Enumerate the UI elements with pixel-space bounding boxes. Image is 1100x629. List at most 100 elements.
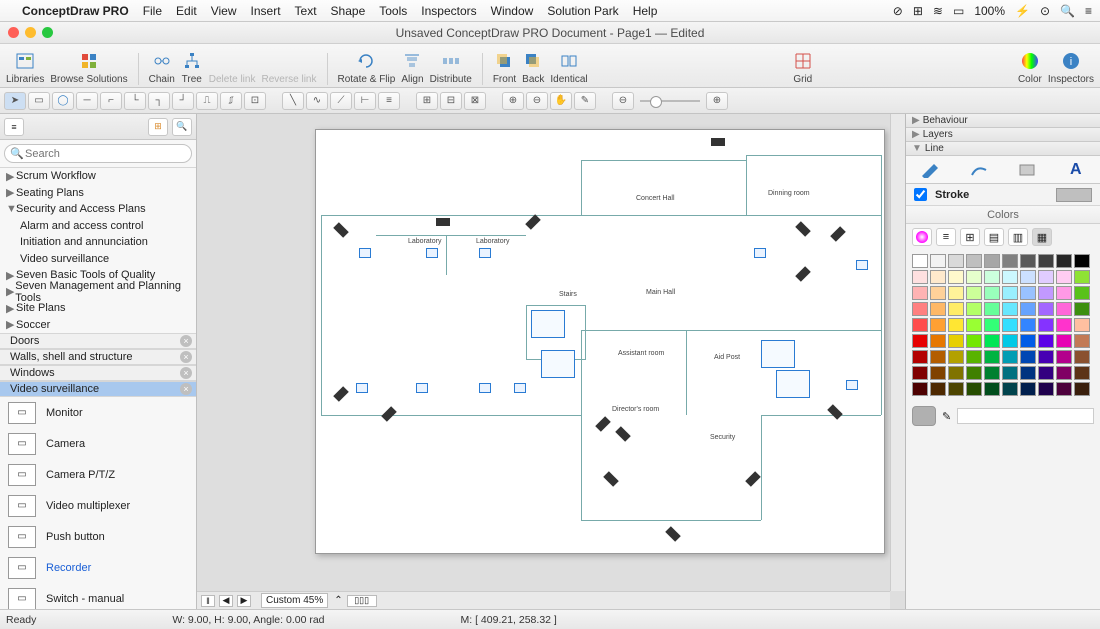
- color-swatch[interactable]: [1038, 270, 1054, 284]
- stroke-checkbox[interactable]: [914, 188, 927, 201]
- color-swatch[interactable]: [1074, 334, 1090, 348]
- sb-view-list[interactable]: ≡: [4, 118, 24, 136]
- color-swatch[interactable]: [1002, 382, 1018, 396]
- color-swatch[interactable]: [1020, 318, 1036, 332]
- color-swatch[interactable]: [1056, 366, 1072, 380]
- color-swatch[interactable]: [948, 254, 964, 268]
- vscrollbar[interactable]: [890, 114, 905, 591]
- library-header[interactable]: Windows×: [0, 365, 196, 381]
- monitor-shape[interactable]: [754, 248, 766, 258]
- color-swatch[interactable]: [984, 254, 1000, 268]
- menu-shape[interactable]: Shape: [331, 4, 366, 18]
- camera-shape[interactable]: [830, 226, 846, 242]
- color-swatch[interactable]: [1038, 366, 1054, 380]
- tree-sub-item[interactable]: Video surveillance: [0, 251, 196, 268]
- color-swatch[interactable]: [1002, 270, 1018, 284]
- color-swatch[interactable]: [966, 366, 982, 380]
- camera-shape[interactable]: [603, 471, 619, 487]
- color-swatch[interactable]: [1074, 286, 1090, 300]
- wall[interactable]: [321, 215, 322, 415]
- color-swatch[interactable]: [930, 270, 946, 284]
- tool-group3[interactable]: ⊠: [464, 92, 486, 110]
- menu-extra-icon[interactable]: ≡: [1085, 4, 1092, 18]
- library-header[interactable]: Walls, shell and structure×: [0, 349, 196, 365]
- color-swatch[interactable]: [1074, 382, 1090, 396]
- color-tab-wheel[interactable]: [912, 228, 932, 246]
- color-swatch[interactable]: [1056, 286, 1072, 300]
- tool-chain[interactable]: Chain: [149, 50, 175, 85]
- color-swatch[interactable]: [948, 350, 964, 364]
- monitor-shape[interactable]: [416, 383, 428, 393]
- camera-shape[interactable]: [525, 214, 541, 230]
- tool-zoom-in[interactable]: ⊕: [502, 92, 524, 110]
- color-swatch[interactable]: [1056, 254, 1072, 268]
- color-swatch[interactable]: [930, 382, 946, 396]
- color-swatch[interactable]: [1056, 302, 1072, 316]
- zoom-out-slider[interactable]: ⊖: [612, 92, 634, 110]
- camera-shape[interactable]: [795, 221, 811, 237]
- recorder-shape[interactable]: [541, 350, 575, 378]
- section-layers[interactable]: ▶Layers: [906, 128, 1100, 142]
- minimize-window[interactable]: [25, 27, 36, 38]
- color-swatch[interactable]: [948, 334, 964, 348]
- color-swatch[interactable]: [948, 318, 964, 332]
- color-swatch[interactable]: [966, 270, 982, 284]
- camera-shape[interactable]: [595, 416, 611, 432]
- shape-item[interactable]: ▭Push button: [0, 521, 196, 552]
- color-swatch[interactable]: [912, 302, 928, 316]
- tool-group2[interactable]: ⊟: [440, 92, 462, 110]
- color-swatch[interactable]: [930, 318, 946, 332]
- color-swatch[interactable]: [1002, 286, 1018, 300]
- menu-help[interactable]: Help: [633, 4, 658, 18]
- color-swatch[interactable]: [1074, 270, 1090, 284]
- line-tab-text[interactable]: A: [1064, 160, 1088, 180]
- zoom-window[interactable]: [42, 27, 53, 38]
- status-clock-icon[interactable]: ⊘: [893, 4, 903, 18]
- menu-insert[interactable]: Insert: [251, 4, 281, 18]
- tree-item[interactable]: ▶Seven Management and Planning Tools: [0, 284, 196, 301]
- recorder-shape[interactable]: [531, 310, 565, 338]
- monitor-shape[interactable]: [514, 383, 526, 393]
- color-swatch[interactable]: [1038, 382, 1054, 396]
- stroke-color-swatch[interactable]: [1056, 188, 1092, 202]
- menu-edit[interactable]: Edit: [176, 4, 197, 18]
- color-swatch[interactable]: [984, 366, 1000, 380]
- shape-item[interactable]: ▭Switch - manual: [0, 583, 196, 609]
- color-swatch[interactable]: [966, 382, 982, 396]
- monitor-shape[interactable]: [356, 383, 368, 393]
- search-input[interactable]: [4, 144, 192, 163]
- tool-line-multi[interactable]: ≡: [378, 92, 400, 110]
- wall[interactable]: [761, 415, 881, 416]
- tool-inspectors[interactable]: iInspectors: [1048, 50, 1094, 85]
- tree-item[interactable]: ▶Scrum Workflow: [0, 168, 196, 185]
- wall[interactable]: [581, 520, 761, 521]
- page-prev[interactable]: ◀: [219, 595, 233, 607]
- color-tab-sliders[interactable]: ≡: [936, 228, 956, 246]
- monitor-shape[interactable]: [846, 380, 858, 390]
- wall[interactable]: [446, 235, 447, 275]
- tool-zoom-out[interactable]: ⊖: [526, 92, 548, 110]
- color-swatch[interactable]: [1020, 334, 1036, 348]
- drawing-canvas[interactable]: Concert HallDinning roomLaboratoryLabora…: [315, 129, 885, 554]
- color-swatch[interactable]: [1038, 254, 1054, 268]
- close-window[interactable]: [8, 27, 19, 38]
- color-swatch[interactable]: [1038, 302, 1054, 316]
- color-swatch[interactable]: [1074, 318, 1090, 332]
- menu-tools[interactable]: Tools: [379, 4, 407, 18]
- tree-sub-item[interactable]: Initiation and annunciation: [0, 234, 196, 251]
- recorder-shape[interactable]: [776, 370, 810, 398]
- section-line[interactable]: ▼Line: [906, 142, 1100, 156]
- tool-conn2[interactable]: └: [124, 92, 146, 110]
- color-swatch[interactable]: [984, 302, 1000, 316]
- color-swatch[interactable]: [1020, 286, 1036, 300]
- color-swatch[interactable]: [1074, 366, 1090, 380]
- tool-rect[interactable]: ▭: [28, 92, 50, 110]
- color-swatch[interactable]: [1074, 350, 1090, 364]
- color-swatch[interactable]: [1002, 254, 1018, 268]
- monitor-shape[interactable]: [426, 248, 438, 258]
- menu-text[interactable]: Text: [295, 4, 317, 18]
- color-swatch[interactable]: [984, 382, 1000, 396]
- color-swatch[interactable]: [966, 254, 982, 268]
- color-tab-crayons[interactable]: ▥: [1008, 228, 1028, 246]
- color-swatch[interactable]: [966, 302, 982, 316]
